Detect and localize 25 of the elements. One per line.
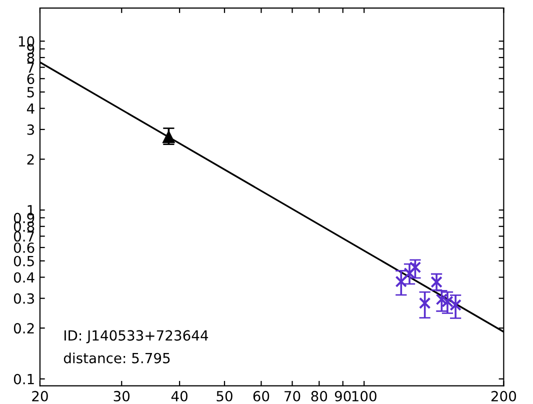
y-tick-label: 4 (26, 104, 34, 114)
y-tick-label: 2 (27, 154, 34, 164)
y-tick-label: 0.1 (14, 374, 34, 384)
x-tick-label: 50 (216, 390, 232, 402)
annotation: ID: J140533+723644 (64, 330, 208, 344)
y-tick-label: 0.2 (14, 323, 34, 334)
y-tick-label: 6 (27, 74, 34, 84)
x-tick-label: 80 (311, 390, 328, 402)
x-tick-label: 20 (32, 390, 48, 402)
y-tick-label: 5 (27, 87, 34, 98)
annotation: distance: 5.795 (64, 352, 170, 364)
x-tick-label: 30 (114, 390, 130, 402)
x-tick-label: 40 (171, 390, 188, 402)
x-tick-label: 90 (334, 390, 351, 402)
x-tick-label: 100 (352, 390, 376, 402)
y-tick-label: 0.4 (14, 272, 34, 283)
x-tick-label: 60 (253, 390, 270, 402)
y-tick-label: 3 (27, 124, 34, 135)
y-tick-label: 0.7 (14, 231, 34, 242)
y-tick-label: 0.3 (14, 293, 34, 304)
x-tick-label: 70 (284, 390, 300, 402)
y-tick-label: 0.6 (14, 242, 34, 253)
y-tick-label: 0.5 (14, 256, 34, 266)
x-tick-label: 200 (491, 390, 516, 402)
y-tick-label: 7 (27, 62, 34, 73)
